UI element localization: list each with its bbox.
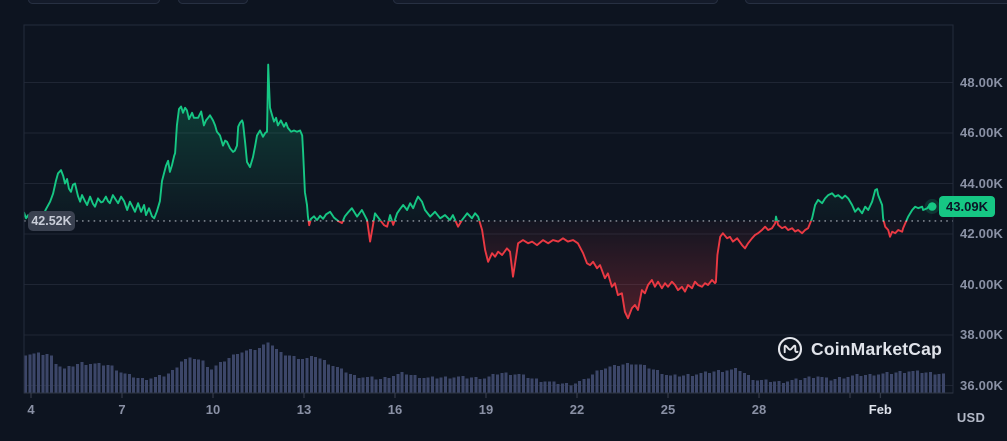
currency-label: USD	[956, 410, 986, 425]
coinmarketcap-logo-icon	[777, 336, 803, 362]
baseline-price-badge: 42.52K	[28, 211, 75, 231]
volume-bars	[24, 342, 945, 394]
area-fill-up	[24, 64, 933, 221]
watermark-text: CoinMarketCap	[811, 338, 942, 359]
current-price-badge: 43.09K	[939, 196, 995, 217]
x-axis-ticks	[30, 393, 881, 398]
price-line-down	[29, 220, 908, 320]
price-line-up	[24, 63, 934, 221]
last-price-dot	[927, 202, 937, 211]
watermark: CoinMarketCap	[777, 336, 942, 362]
toolbar-button-fragment[interactable]	[745, 0, 1007, 4]
area-fill-down	[24, 220, 933, 319]
